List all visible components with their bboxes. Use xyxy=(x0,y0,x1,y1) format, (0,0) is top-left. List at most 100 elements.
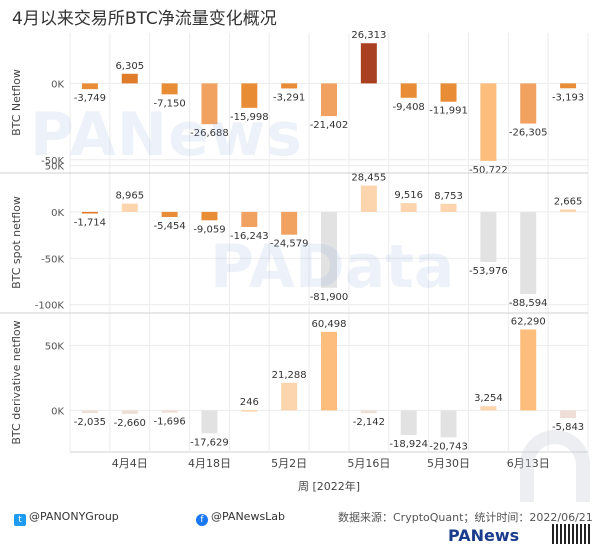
bar xyxy=(520,83,537,124)
watermark-panews: PANews xyxy=(30,100,303,170)
chart-title: 4月以来交易所BTC净流量变化概况 xyxy=(12,9,277,29)
data-label: -1,696 xyxy=(153,417,185,428)
data-label: -20,743 xyxy=(429,441,468,452)
bar xyxy=(480,406,497,411)
data-label: 62,290 xyxy=(511,317,546,328)
y-tick-label: -50K xyxy=(41,254,64,265)
data-label: -81,900 xyxy=(310,292,349,303)
y-axis-label: BTC spot netflow xyxy=(10,196,23,289)
bar xyxy=(81,211,98,214)
y-tick-label: -100K xyxy=(35,301,65,312)
twitter-label: @PANONYGroup xyxy=(29,510,119,523)
data-label: 246 xyxy=(240,397,259,408)
data-label: -1,714 xyxy=(74,218,106,229)
data-label: -3,291 xyxy=(273,92,305,103)
y-tick-label: -50K xyxy=(41,156,64,167)
bar xyxy=(520,211,537,295)
bar xyxy=(400,410,417,436)
bar xyxy=(400,203,417,212)
bar xyxy=(161,83,178,95)
bar xyxy=(241,83,258,108)
x-tick-label: 4月18日 xyxy=(188,457,231,470)
footer: t @PANONYGroup f @PANewsLab 数据来源：CryptoQua… xyxy=(0,502,600,546)
bar xyxy=(121,73,138,84)
data-label: -18,924 xyxy=(389,439,428,450)
data-label: -3,749 xyxy=(74,93,106,104)
bar xyxy=(241,211,258,227)
bar xyxy=(480,83,497,161)
bar xyxy=(360,185,377,212)
bar xyxy=(560,83,577,89)
decoration-arch xyxy=(520,430,590,510)
bar xyxy=(400,83,417,98)
twitter-icon: t xyxy=(14,514,26,526)
bar xyxy=(121,410,138,414)
facebook-handle[interactable]: f @PANewsLab xyxy=(196,510,285,526)
data-label: -3,193 xyxy=(552,92,584,103)
bar xyxy=(281,382,298,411)
data-label: 21,288 xyxy=(272,370,307,381)
data-label: -88,594 xyxy=(509,298,548,309)
bar xyxy=(201,211,218,221)
data-label: -11,991 xyxy=(429,106,468,117)
bar xyxy=(321,83,337,117)
bar xyxy=(241,410,258,412)
bar xyxy=(201,410,218,434)
twitter-handle[interactable]: t @PANONYGroup xyxy=(14,510,119,526)
data-label: -17,629 xyxy=(190,437,229,448)
bar xyxy=(321,211,337,288)
y-axis-label: BTC Netflow xyxy=(10,69,23,136)
bar xyxy=(281,83,298,89)
y-tick-label: 0K xyxy=(51,406,64,417)
bar xyxy=(121,203,138,212)
data-label: -50,722 xyxy=(469,165,508,176)
data-label: -5,843 xyxy=(552,422,584,433)
data-label: -53,976 xyxy=(469,266,508,277)
data-label: 60,498 xyxy=(312,319,347,330)
bar xyxy=(560,209,577,212)
qr-code xyxy=(552,524,592,544)
bar xyxy=(480,211,497,262)
bar xyxy=(161,410,178,413)
data-label: 2,665 xyxy=(554,196,583,207)
facebook-label: @PANewsLab xyxy=(211,510,286,523)
data-label: 8,753 xyxy=(434,191,463,202)
data-label: 3,254 xyxy=(474,393,503,404)
watermark-padata: PAData xyxy=(210,232,455,302)
bar xyxy=(560,410,577,419)
data-label: 28,455 xyxy=(351,173,386,184)
data-label: -15,998 xyxy=(230,112,269,123)
data-label: -21,402 xyxy=(310,120,349,131)
x-tick-label: 4月4日 xyxy=(112,457,148,470)
data-label: 6,305 xyxy=(115,61,144,72)
bar xyxy=(81,410,98,414)
data-label: -2,142 xyxy=(353,417,385,428)
data-label: 8,965 xyxy=(115,191,144,202)
data-label: -9,059 xyxy=(193,224,225,235)
y-tick-label: 50K xyxy=(45,341,65,352)
data-label: 26,313 xyxy=(351,30,386,41)
bar xyxy=(520,329,537,411)
facebook-icon: f xyxy=(196,514,208,526)
data-label: -26,305 xyxy=(509,128,548,139)
data-label: -24,579 xyxy=(270,239,309,250)
data-label: -2,035 xyxy=(74,417,106,428)
data-label: -7,150 xyxy=(153,98,185,109)
data-label: -26,688 xyxy=(190,128,229,139)
data-label: -9,408 xyxy=(393,102,425,113)
bar xyxy=(440,410,457,438)
brand-logo: PANews xyxy=(448,526,520,545)
bar xyxy=(440,83,457,102)
data-label: -5,454 xyxy=(153,221,185,232)
x-axis-label: 周 [2022年] xyxy=(298,479,360,493)
bar xyxy=(161,211,178,217)
bar xyxy=(81,83,98,90)
data-label: 9,516 xyxy=(394,190,423,201)
bar xyxy=(440,203,457,212)
bar xyxy=(360,43,377,84)
x-tick-label: 5月16日 xyxy=(347,457,390,470)
y-tick-label: 50K xyxy=(45,162,65,173)
data-source: 数据来源：CryptoQuant；统计时间：2022/06/21 xyxy=(338,511,593,524)
bar xyxy=(321,331,337,411)
